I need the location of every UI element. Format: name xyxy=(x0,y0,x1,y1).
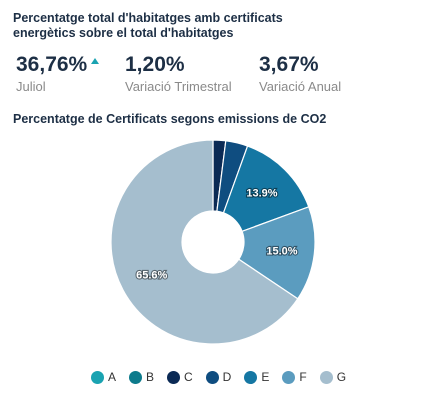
legend-label-E: E xyxy=(261,370,270,384)
legend-swatch-D xyxy=(205,370,219,384)
kpi-annual-label: Variació Anual xyxy=(259,79,342,94)
legend-swatch-F xyxy=(282,370,296,384)
legend-swatch-G xyxy=(319,370,333,384)
legend-item-A[interactable]: A xyxy=(90,370,116,384)
legend-item-B[interactable]: B xyxy=(128,370,154,384)
kpi-annual-value: 3,67% xyxy=(259,53,319,76)
kpi-monthly-value: 36,76% xyxy=(16,53,88,76)
legend-label-G: G xyxy=(336,370,347,384)
legend-swatch-A xyxy=(90,370,104,384)
legend-swatch-C xyxy=(166,370,180,384)
legend-item-G[interactable]: G xyxy=(319,370,347,384)
legend-item-C[interactable]: C xyxy=(166,370,193,384)
pie-data-label-E: 13.9% xyxy=(246,188,277,200)
kpi-monthly-label: Juliol xyxy=(16,79,46,94)
legend-label-A: A xyxy=(107,370,116,384)
pie-slice-F[interactable] xyxy=(237,206,316,300)
legend-item-F[interactable]: F xyxy=(282,370,307,384)
kpi-annual: 3,67% Variació Anual xyxy=(259,53,341,94)
legend-swatch-B xyxy=(128,370,142,384)
pie-slice-G[interactable] xyxy=(110,139,299,345)
kpi-monthly: 36,76% Juliol xyxy=(16,53,100,94)
legend-item-E[interactable]: E xyxy=(244,370,269,384)
pie-slice-E[interactable] xyxy=(222,145,310,233)
trend-up-icon xyxy=(91,58,100,64)
pie-data-label-F: 15.0% xyxy=(266,245,297,257)
legend-label-C: C xyxy=(183,370,193,384)
pie-data-label-G: 65.6% xyxy=(136,270,167,282)
legend-item-D[interactable]: D xyxy=(205,370,232,384)
chart-legend: A B C D E F G xyxy=(0,370,437,384)
legend-label-F: F xyxy=(299,370,307,384)
legend-label-D: D xyxy=(222,370,232,384)
kpi-quarterly-value: 1,20% xyxy=(125,53,185,76)
chart-title: Percentatge de Certificats segons emissi… xyxy=(13,112,327,126)
legend-label-B: B xyxy=(145,370,154,384)
page-title: Percentatge total d'habitatges amb certi… xyxy=(13,11,283,40)
legend-swatch-E xyxy=(244,370,258,384)
kpi-quarterly: 1,20% Variació Trimestral xyxy=(125,53,232,94)
kpi-quarterly-label: Variació Trimestral xyxy=(125,79,232,94)
